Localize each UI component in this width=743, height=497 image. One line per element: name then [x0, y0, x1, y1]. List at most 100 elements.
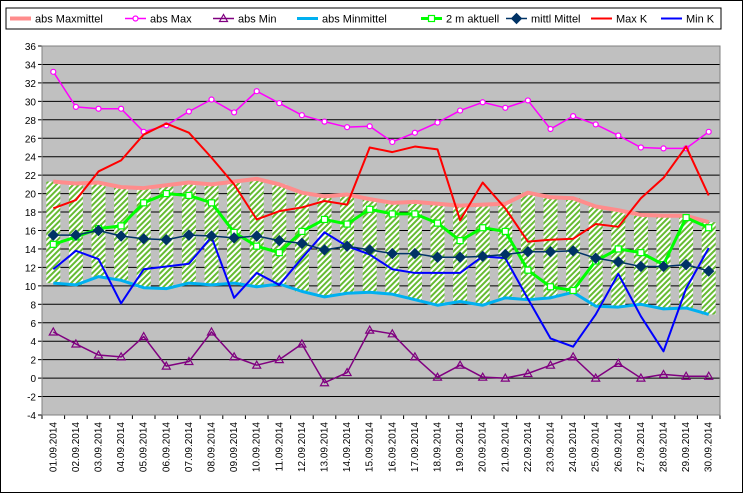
point-mittl-mittel: [499, 248, 512, 261]
point-2-m-aktuell: [298, 227, 306, 236]
x-tick-label: 27.09.2014: [636, 422, 647, 472]
point-abs-min: [522, 368, 533, 378]
point-abs-min: [658, 369, 669, 379]
point-abs-max: [253, 88, 260, 95]
point-abs-max: [95, 105, 102, 112]
y-tick-label: -2: [27, 393, 36, 404]
point-abs-max: [569, 113, 577, 120]
legend-label: Max K: [616, 14, 648, 26]
x-tick-label: 05.09.2014: [139, 422, 150, 472]
x-tick-label: 09.09.2014: [229, 422, 240, 472]
y-tick-label: 24: [25, 153, 37, 164]
series-line-min-k: [52, 231, 710, 353]
y-tick-label: 2: [30, 356, 36, 367]
point-mittl-mittel: [386, 247, 399, 260]
point-abs-min: [183, 356, 194, 366]
x-tick-label: 04.09.2014: [116, 422, 127, 472]
point-abs-min: [590, 372, 601, 382]
x-tick-label: 22.09.2014: [523, 422, 534, 472]
legend-label: 2 m aktuell: [446, 14, 499, 26]
x-tick-label: 23.09.2014: [546, 422, 557, 472]
point-abs-min: [364, 324, 375, 334]
point-abs-max: [321, 118, 328, 125]
y-tick-label: 30: [25, 97, 37, 108]
point-2-m-aktuell: [569, 286, 577, 295]
point-abs-min: [116, 351, 127, 361]
point-2-m-aktuell: [162, 190, 170, 198]
point-abs-min: [568, 351, 579, 361]
point-mittl-mittel: [137, 233, 150, 245]
point-mittl-mittel: [657, 260, 670, 273]
point-abs-min: [161, 360, 172, 370]
y-tick-label: 18: [25, 208, 37, 219]
point-2-m-aktuell: [343, 220, 351, 228]
point-2-m-aktuell: [185, 191, 193, 200]
y-tick-label: 22: [25, 171, 37, 182]
plot-area: -4-202468101214161820222426283032343601.…: [25, 42, 721, 472]
point-2-m-aktuell: [524, 266, 532, 274]
point-mittl-mittel: [228, 232, 240, 244]
point-2-m-aktuell: [320, 215, 329, 224]
point-abs-max: [276, 100, 283, 107]
x-tick-label: 11.09.2014: [274, 422, 285, 472]
legend-marker: [427, 14, 436, 23]
x-tick-label: 12.09.2014: [297, 422, 308, 472]
x-tick-label: 03.09.2014: [94, 422, 105, 472]
point-abs-max: [50, 68, 57, 75]
y-tick-label: 16: [25, 227, 37, 238]
point-abs-min: [455, 359, 466, 369]
point-abs-min: [477, 371, 488, 381]
y-tick-label: 36: [25, 42, 37, 53]
y-tick-label: 8: [30, 300, 36, 311]
point-mittl-mittel: [431, 251, 444, 263]
x-tick-label: 01.09.2014: [48, 422, 59, 472]
y-tick-label: 0: [30, 374, 36, 385]
legend-marker: [510, 12, 523, 25]
point-2-m-aktuell: [388, 210, 396, 218]
legend-marker: [218, 13, 229, 23]
point-abs-max: [117, 105, 125, 112]
legend-label: abs Min: [238, 14, 277, 26]
x-tick-label: 14.09.2014: [342, 422, 353, 472]
point-abs-min: [387, 328, 398, 338]
point-abs-max: [637, 144, 645, 151]
point-2-m-aktuell: [253, 242, 261, 250]
point-mittl-mittel: [115, 230, 127, 242]
point-mittl-mittel: [47, 229, 60, 241]
y-tick-label: 28: [25, 116, 37, 127]
point-mittl-mittel: [612, 256, 625, 268]
point-mittl-mittel: [205, 230, 218, 242]
point-abs-max: [366, 123, 373, 130]
x-tick-label: 18.09.2014: [433, 422, 444, 472]
point-abs-min: [319, 377, 330, 387]
point-abs-max: [547, 125, 554, 133]
point-mittl-mittel: [522, 246, 534, 258]
point-mittl-mittel: [273, 234, 286, 247]
point-abs-min: [206, 326, 217, 336]
legend-label: abs Max: [150, 14, 192, 26]
point-abs-min: [681, 371, 692, 380]
x-tick-label: 19.09.2014: [455, 422, 466, 472]
x-tick-label: 15.09.2014: [365, 422, 376, 472]
legend-label: Min K: [686, 14, 715, 26]
point-abs-max: [208, 96, 215, 103]
point-mittl-mittel: [341, 240, 353, 252]
x-tick-label: 02.09.2014: [71, 422, 82, 472]
point-2-m-aktuell: [366, 205, 374, 213]
point-abs-min: [635, 372, 646, 382]
legend-label: abs Minmittel: [322, 14, 387, 26]
point-abs-min: [93, 349, 104, 359]
x-tick-label: 21.09.2014: [500, 422, 511, 472]
x-tick-label: 29.09.2014: [681, 422, 692, 472]
series-line-abs-min: [52, 329, 709, 384]
y-tick-label: 6: [30, 319, 36, 330]
point-abs-max: [615, 132, 622, 139]
point-abs-min: [296, 338, 307, 348]
x-tick-label: 30.09.2014: [704, 422, 715, 472]
range-column: [633, 214, 648, 305]
x-tick-label: 08.09.2014: [207, 422, 218, 472]
point-2-m-aktuell: [275, 249, 283, 257]
point-abs-min: [274, 354, 285, 364]
